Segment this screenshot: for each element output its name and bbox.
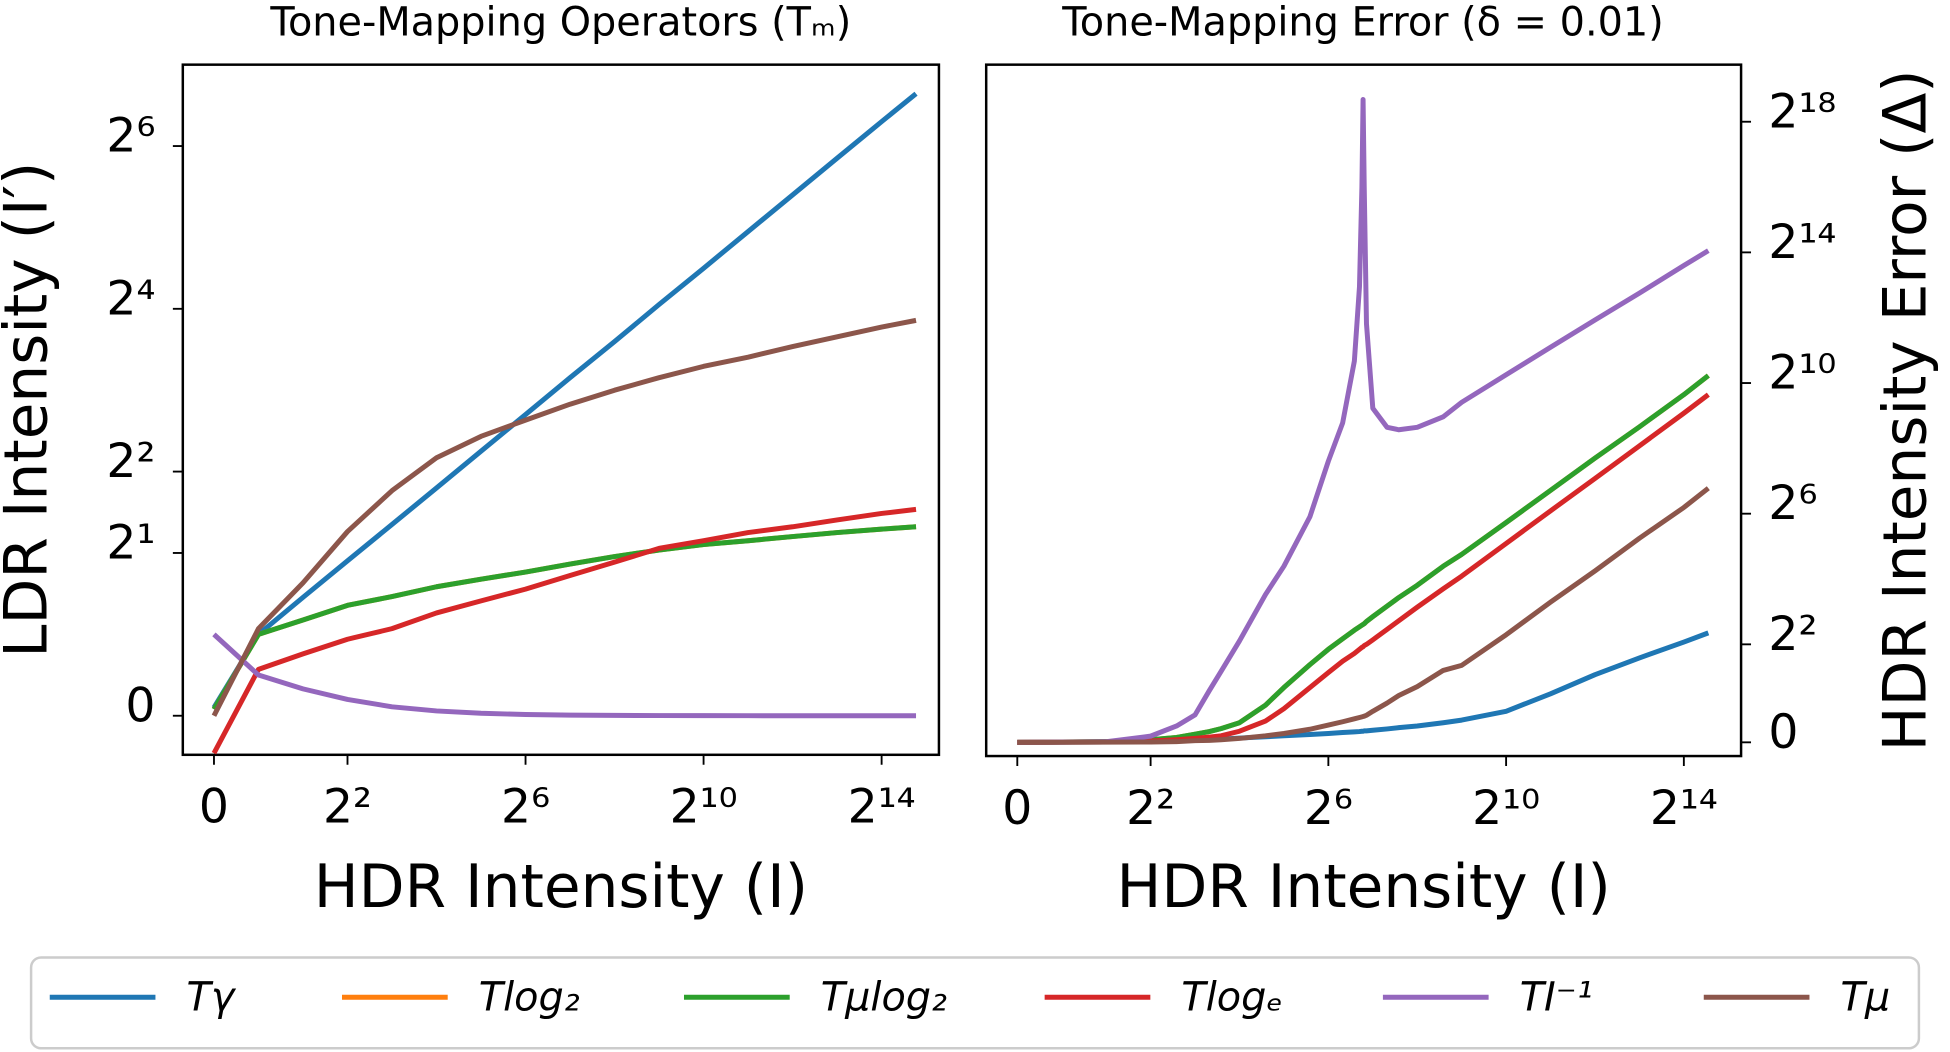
y-tick-label: 2² <box>106 434 155 489</box>
y-tick-label: 2⁶ <box>106 109 155 164</box>
series-line <box>211 506 917 755</box>
y-tick-label: 0 <box>1768 705 1798 760</box>
y-axis-label: LDR Intensity (I′) <box>0 162 61 658</box>
legend-label: Tlog₂ <box>479 974 580 1020</box>
y-tick-label: 2⁴ <box>106 271 155 326</box>
legend-label: TI⁻¹ <box>1520 974 1593 1020</box>
x-tick-label: 0 <box>1002 781 1032 836</box>
legend-label: Tlogₑ <box>1181 974 1283 1020</box>
legend-label: Tμ <box>1841 974 1891 1020</box>
y-tick-label: 2¹⁰ <box>1768 346 1836 401</box>
series-line <box>1017 97 1710 745</box>
series-line <box>1017 486 1710 745</box>
series-line <box>1017 392 1710 745</box>
series-line <box>211 317 917 717</box>
chart-title: Tone-Mapping Error (δ = 0.01) <box>1061 0 1664 45</box>
y-tick-label: 2¹⁴ <box>1768 215 1836 270</box>
x-axis-label: HDR Intensity (I) <box>314 853 808 922</box>
series-line <box>211 524 917 711</box>
x-tick-label: 0 <box>199 780 229 835</box>
x-tick-label: 2¹⁰ <box>1472 781 1540 836</box>
y-tick-label: 2² <box>1768 607 1817 662</box>
series-line <box>211 524 917 711</box>
y-tick-label: 2⁶ <box>1768 476 1817 531</box>
x-tick-label: 2² <box>323 780 372 835</box>
legend-label: Tγ <box>187 974 237 1020</box>
x-tick-label: 2¹⁴ <box>848 780 916 835</box>
series-line <box>211 91 918 709</box>
y-axis-label: HDR Intensity Error (Δ) <box>1872 69 1941 751</box>
x-tick-label: 2⁶ <box>1304 781 1353 836</box>
x-tick-label: 2¹⁴ <box>1650 781 1718 836</box>
y-tick-label: 0 <box>125 678 155 733</box>
y-tick-label: 2¹ <box>106 516 155 571</box>
chart-title: Tone-Mapping Operators (Tₘ) <box>269 0 851 45</box>
series-line <box>1017 373 1710 745</box>
legend-label: Tμlog₂ <box>821 974 947 1020</box>
x-tick-label: 2² <box>1126 781 1175 836</box>
y-tick-label: 2¹⁸ <box>1768 84 1836 139</box>
legend-box <box>29 956 1921 1050</box>
plot-frame <box>984 63 1743 758</box>
plot-frame <box>181 63 941 757</box>
x-tick-label: 2⁶ <box>501 780 550 835</box>
series-line <box>1017 373 1710 745</box>
x-tick-label: 2¹⁰ <box>670 780 738 835</box>
x-axis-label: HDR Intensity (I) <box>1117 853 1611 922</box>
series-line <box>212 632 917 719</box>
